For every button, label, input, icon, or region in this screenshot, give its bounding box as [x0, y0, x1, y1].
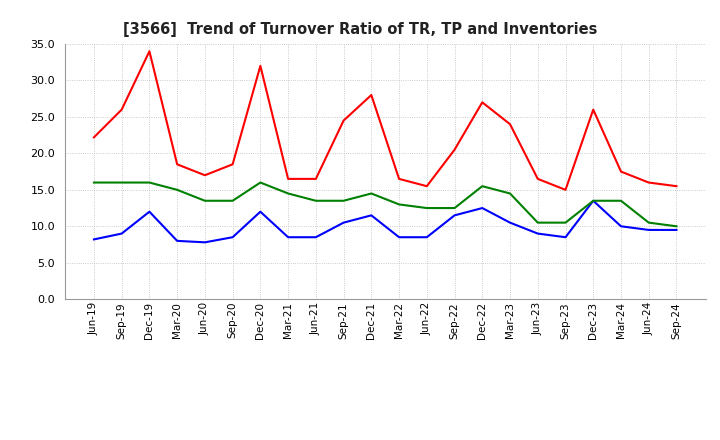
Inventories — [173, 187, 181, 192]
Inventories — [145, 180, 154, 185]
Inventories — [339, 198, 348, 203]
Trade Receivables — [395, 176, 403, 182]
Trade Receivables — [284, 176, 292, 182]
Trade Receivables — [228, 161, 237, 167]
Trade Receivables — [505, 121, 514, 127]
Trade Payables — [312, 235, 320, 240]
Trade Receivables — [173, 161, 181, 167]
Trade Payables — [616, 224, 625, 229]
Line: Trade Payables: Trade Payables — [94, 201, 677, 242]
Inventories — [534, 220, 542, 225]
Inventories — [367, 191, 376, 196]
Trade Receivables — [312, 176, 320, 182]
Inventories — [616, 198, 625, 203]
Trade Receivables — [644, 180, 653, 185]
Trade Payables — [644, 227, 653, 233]
Trade Payables — [561, 235, 570, 240]
Inventories — [644, 220, 653, 225]
Trade Payables — [534, 231, 542, 236]
Line: Trade Receivables: Trade Receivables — [94, 51, 677, 190]
Trade Receivables — [256, 63, 265, 69]
Trade Payables — [201, 240, 210, 245]
Trade Payables — [505, 220, 514, 225]
Trade Receivables — [145, 49, 154, 54]
Trade Receivables — [450, 147, 459, 152]
Trade Receivables — [561, 187, 570, 192]
Inventories — [284, 191, 292, 196]
Trade Payables — [256, 209, 265, 214]
Trade Payables — [173, 238, 181, 243]
Trade Payables — [450, 213, 459, 218]
Inventories — [256, 180, 265, 185]
Trade Payables — [395, 235, 403, 240]
Inventories — [505, 191, 514, 196]
Trade Payables — [117, 231, 126, 236]
Inventories — [478, 183, 487, 189]
Trade Receivables — [201, 172, 210, 178]
Inventories — [395, 202, 403, 207]
Trade Receivables — [367, 92, 376, 98]
Trade Receivables — [534, 176, 542, 182]
Inventories — [561, 220, 570, 225]
Trade Receivables — [117, 107, 126, 112]
Trade Payables — [589, 198, 598, 203]
Text: [3566]  Trend of Turnover Ratio of TR, TP and Inventories: [3566] Trend of Turnover Ratio of TR, TP… — [123, 22, 597, 37]
Trade Receivables — [589, 107, 598, 112]
Trade Payables — [478, 205, 487, 211]
Inventories — [89, 180, 98, 185]
Trade Receivables — [478, 100, 487, 105]
Trade Payables — [672, 227, 681, 233]
Inventories — [589, 198, 598, 203]
Trade Receivables — [339, 118, 348, 123]
Trade Receivables — [89, 135, 98, 140]
Inventories — [672, 224, 681, 229]
Inventories — [312, 198, 320, 203]
Trade Payables — [284, 235, 292, 240]
Inventories — [228, 198, 237, 203]
Trade Payables — [339, 220, 348, 225]
Trade Payables — [367, 213, 376, 218]
Inventories — [450, 205, 459, 211]
Inventories — [201, 198, 210, 203]
Trade Receivables — [423, 183, 431, 189]
Trade Receivables — [616, 169, 625, 174]
Trade Payables — [228, 235, 237, 240]
Trade Payables — [89, 237, 98, 242]
Trade Payables — [423, 235, 431, 240]
Inventories — [117, 180, 126, 185]
Trade Payables — [145, 209, 154, 214]
Line: Inventories: Inventories — [94, 183, 677, 226]
Trade Receivables — [672, 183, 681, 189]
Inventories — [423, 205, 431, 211]
